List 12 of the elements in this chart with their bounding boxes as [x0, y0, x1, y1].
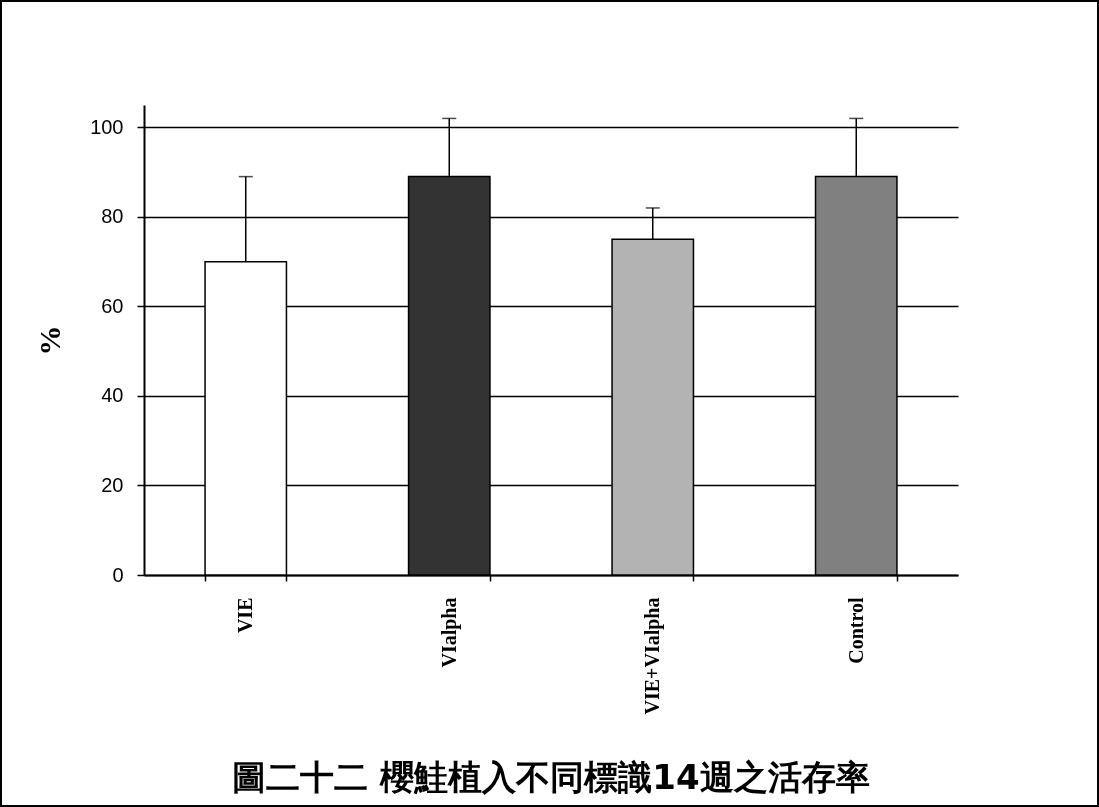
y-tick-label: 100 — [90, 115, 124, 138]
x-tick-label: Control — [844, 597, 867, 664]
y-tick-label: 20 — [101, 473, 124, 496]
text: 圖二十二 櫻鮭植入不同標識14週之活存率 — [232, 756, 870, 797]
x-tick-label: VIalpha — [437, 597, 461, 668]
y-tick-label: 0 — [112, 563, 124, 586]
y-tick-label: 80 — [101, 205, 124, 228]
y-tick-label: 40 — [101, 384, 124, 407]
x-tick-label: VIE+VIalpha — [641, 597, 665, 715]
y-tick-label: 60 — [101, 294, 124, 317]
y-axis-title: % — [33, 325, 67, 356]
x-tick-label: VIE — [234, 597, 257, 634]
